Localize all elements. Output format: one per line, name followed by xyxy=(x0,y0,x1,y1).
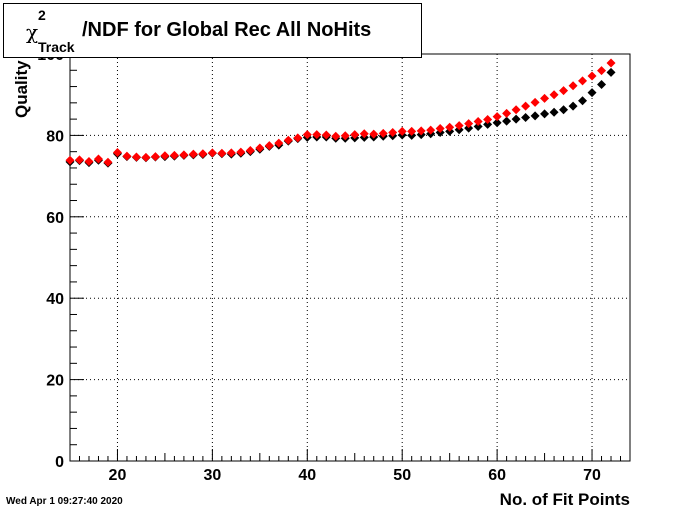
data-point-series-2 xyxy=(84,156,94,166)
data-point-series-2 xyxy=(93,154,103,164)
data-point-series-1 xyxy=(578,96,588,106)
x-axis-label: No. of Fit Points xyxy=(499,490,630,509)
data-point-series-2 xyxy=(426,125,436,135)
data-point-series-2 xyxy=(302,130,312,140)
data-point-series-2 xyxy=(559,86,569,96)
x-tick-label: 30 xyxy=(203,467,221,484)
data-point-series-2 xyxy=(169,150,179,160)
data-point-series-2 xyxy=(549,90,559,100)
data-point-series-2 xyxy=(578,76,588,86)
y-axis-label: Quality xyxy=(12,60,31,118)
data-point-series-2 xyxy=(141,152,151,162)
data-point-series-1 xyxy=(587,88,597,98)
data-point-series-2 xyxy=(179,150,189,160)
data-point-series-2 xyxy=(359,129,369,139)
data-point-series-1 xyxy=(549,107,559,117)
data-point-series-2 xyxy=(264,141,274,151)
data-point-series-2 xyxy=(112,147,122,157)
y-tick-label: 40 xyxy=(46,291,64,308)
data-point-series-1 xyxy=(511,114,521,124)
data-point-series-2 xyxy=(103,157,113,167)
x-tick-label: 70 xyxy=(583,467,601,484)
data-point-series-2 xyxy=(350,130,360,140)
data-point-series-1 xyxy=(521,112,531,122)
data-point-series-1 xyxy=(559,105,569,115)
data-point-series-2 xyxy=(511,105,521,115)
title-subscript: Track xyxy=(38,39,75,55)
data-point-series-2 xyxy=(274,138,284,148)
data-point-series-2 xyxy=(483,115,493,125)
timestamp: Wed Apr 1 09:27:40 2020 xyxy=(6,496,123,507)
data-point-series-2 xyxy=(407,126,417,136)
x-tick-label: 40 xyxy=(298,467,316,484)
data-point-series-2 xyxy=(188,149,198,159)
data-point-series-2 xyxy=(236,147,246,157)
data-point-series-1 xyxy=(540,109,550,119)
data-point-series-2 xyxy=(606,58,616,68)
data-point-series-2 xyxy=(369,129,379,139)
data-point-series-2 xyxy=(388,128,398,138)
title-chi: χ xyxy=(26,20,39,44)
data-point-series-2 xyxy=(530,97,540,107)
data-point-series-2 xyxy=(160,151,170,161)
data-point-series-2 xyxy=(312,130,322,140)
data-point-series-1 xyxy=(473,121,483,131)
data-point-series-2 xyxy=(492,112,502,122)
data-point-series-2 xyxy=(226,148,236,158)
title-superscript: 2 xyxy=(38,7,46,23)
data-point-series-2 xyxy=(331,131,341,141)
title-text: /NDF for Global Rec All NoHits xyxy=(82,19,372,41)
data-point-series-2 xyxy=(255,143,265,153)
data-point-series-2 xyxy=(245,145,255,155)
y-tick-label: 0 xyxy=(55,454,64,471)
data-point-series-2 xyxy=(207,148,217,158)
data-point-series-2 xyxy=(65,155,75,165)
data-point-series-2 xyxy=(131,152,141,162)
data-point-series-2 xyxy=(502,108,512,118)
data-point-series-2 xyxy=(321,130,331,140)
data-point-series-2 xyxy=(122,151,132,161)
data-point-series-1 xyxy=(568,101,578,111)
y-tick-label: 60 xyxy=(46,210,64,227)
data-point-series-2 xyxy=(74,155,84,165)
data-point-series-1 xyxy=(502,116,512,126)
data-point-series-1 xyxy=(530,111,540,121)
data-point-series-2 xyxy=(587,71,597,81)
data-point-series-2 xyxy=(597,66,607,76)
data-point-series-2 xyxy=(435,123,445,133)
data-points xyxy=(65,58,616,168)
data-point-series-2 xyxy=(397,126,407,136)
y-tick-label: 80 xyxy=(46,128,64,145)
data-point-series-2 xyxy=(283,135,293,145)
data-point-series-2 xyxy=(568,81,578,91)
data-point-series-2 xyxy=(473,117,483,127)
data-point-series-2 xyxy=(454,121,464,131)
data-point-series-2 xyxy=(445,122,455,132)
data-point-series-2 xyxy=(293,133,303,143)
data-point-series-2 xyxy=(217,148,227,158)
data-point-series-2 xyxy=(464,119,474,129)
x-tick-label: 20 xyxy=(109,467,127,484)
data-point-series-1 xyxy=(492,118,502,128)
data-point-series-2 xyxy=(416,126,426,136)
data-point-series-2 xyxy=(378,128,388,138)
data-point-series-1 xyxy=(606,67,616,77)
data-point-series-2 xyxy=(150,152,160,162)
data-point-series-2 xyxy=(540,93,550,103)
data-point-series-2 xyxy=(340,131,350,141)
y-tick-label: 20 xyxy=(46,373,64,390)
chart-title: χ 2 Track /NDF for Global Rec All NoHits xyxy=(3,3,422,58)
data-point-series-1 xyxy=(597,80,607,90)
axis-ticks: 203040506070020406080100 xyxy=(37,47,631,484)
x-tick-label: 50 xyxy=(393,467,411,484)
data-point-series-2 xyxy=(198,149,208,159)
data-point-series-1 xyxy=(483,119,493,129)
x-tick-label: 60 xyxy=(488,467,506,484)
data-point-series-2 xyxy=(521,101,531,111)
